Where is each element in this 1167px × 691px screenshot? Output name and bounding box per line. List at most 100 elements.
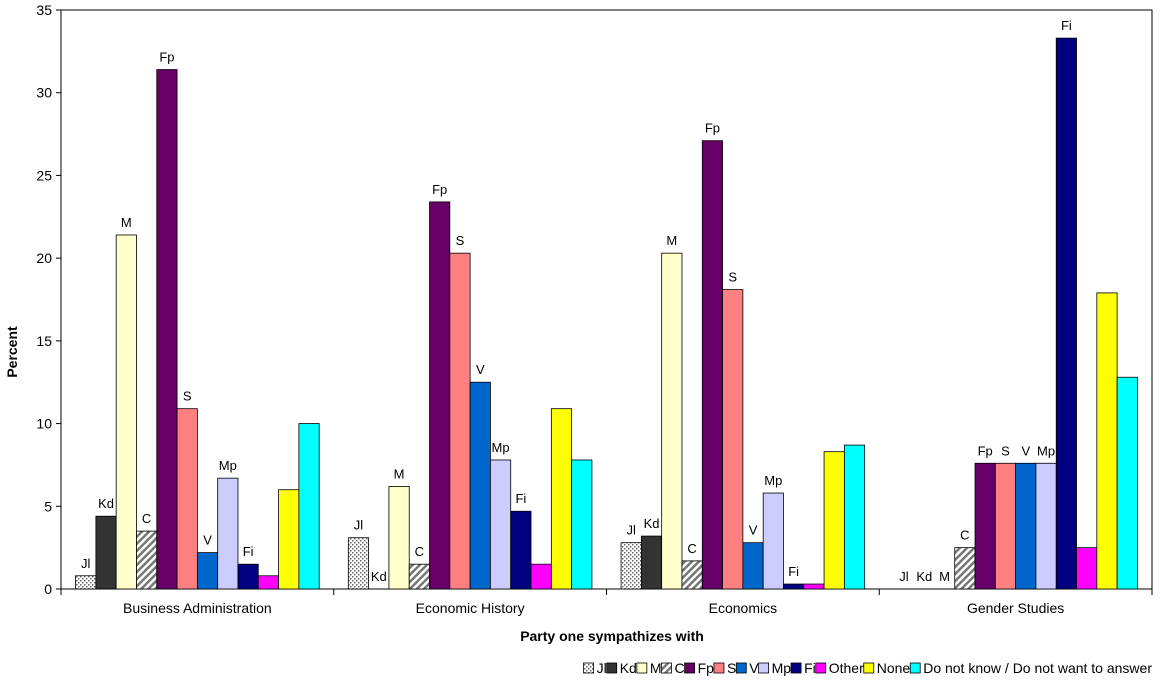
- x-tick-label: Economics: [709, 600, 777, 616]
- bar-data-label: C: [960, 528, 969, 543]
- legend-label: Mp: [772, 660, 792, 676]
- bar-data-label: Fp: [978, 443, 993, 458]
- legend-swatch: [758, 662, 770, 674]
- y-tick-label: 20: [36, 250, 52, 266]
- legend-label: V: [749, 660, 759, 676]
- y-tick-label: 5: [44, 498, 52, 514]
- legend-swatch: [684, 662, 696, 674]
- y-axis: 0 5 10 15 20 25 30 35: [36, 2, 61, 597]
- legend-swatch: [815, 662, 827, 674]
- bar-data-label: V: [749, 523, 758, 538]
- legend-label: Jl: [597, 660, 607, 676]
- x-axis-title: Party one sympathizes with: [520, 628, 704, 644]
- bar-data-label: Jl: [354, 518, 364, 533]
- bar: [95, 515, 117, 590]
- bar-data-label: Fi: [1061, 18, 1072, 33]
- legend-label: Do not know / Do not want to answer: [923, 660, 1152, 676]
- bar: [571, 459, 593, 590]
- bar: [257, 575, 279, 590]
- legend-label: Fi: [804, 660, 816, 676]
- y-tick-label: 10: [36, 416, 52, 432]
- bar: [115, 234, 137, 590]
- bar: [823, 451, 845, 590]
- bar: [701, 140, 723, 590]
- bar-data-label: M: [666, 233, 677, 248]
- bar-data-label: Jl: [81, 556, 91, 571]
- bar: [298, 423, 320, 590]
- bar: [1076, 547, 1098, 590]
- x-axis: Business Administration Economic History E…: [60, 589, 1153, 616]
- bar: [530, 563, 552, 590]
- bar: [742, 542, 764, 590]
- legend-swatch: [661, 662, 672, 674]
- bar: [136, 530, 158, 590]
- bar-data-label: Mp: [764, 473, 782, 488]
- legend-swatch: [583, 662, 595, 674]
- bar: [237, 563, 259, 590]
- legend: Jl Kd M C Fp S V Mp Fi Other None Do not know / Do …: [583, 660, 1152, 676]
- legend-swatch: [735, 662, 747, 674]
- bar-data-label: Kd: [98, 496, 114, 511]
- bar-data-label: Fp: [705, 121, 720, 136]
- bar-data-label: Fi: [788, 564, 799, 579]
- bar-data-label: Fi: [515, 491, 526, 506]
- legend-label: M: [650, 660, 662, 676]
- bar-data-label: Mp: [1037, 443, 1055, 458]
- bar: [1096, 292, 1118, 590]
- bar-data-label: Kd: [916, 569, 932, 584]
- bar: [954, 547, 976, 590]
- bar: [176, 408, 198, 590]
- legend-swatch: [790, 662, 802, 674]
- bar: [217, 477, 239, 590]
- bar: [1055, 37, 1077, 590]
- bar: [783, 583, 805, 590]
- bar: [75, 575, 97, 590]
- legend-label: Other: [829, 660, 864, 676]
- bar: [156, 69, 178, 590]
- bar-data-label: M: [121, 215, 132, 230]
- bar: [762, 492, 784, 590]
- bar-data-label: V: [476, 362, 485, 377]
- x-tick-label: Gender Studies: [967, 600, 1064, 616]
- bar: [1116, 376, 1138, 590]
- bar-data-label: S: [456, 233, 465, 248]
- legend-label: Fp: [698, 660, 715, 676]
- legend-swatch: [636, 662, 648, 674]
- bar: [994, 462, 1017, 590]
- bar-data-label: Fi: [243, 544, 254, 559]
- legend-swatch: [606, 662, 618, 674]
- bar: [449, 252, 471, 590]
- bar: [408, 563, 430, 590]
- x-tick-label: Economic History: [416, 600, 525, 616]
- bar-data-label: Fp: [159, 50, 174, 65]
- bar: [661, 252, 683, 590]
- bar: [803, 583, 825, 590]
- bar: [640, 535, 663, 590]
- bar-data-label: C: [687, 541, 696, 556]
- bar: [347, 537, 370, 590]
- bar: [388, 486, 410, 590]
- bar: [681, 560, 703, 590]
- legend-swatch: [713, 662, 725, 674]
- bar-data-label: Mp: [492, 440, 510, 455]
- y-tick-label: 25: [36, 167, 52, 183]
- bar: [843, 444, 866, 590]
- bar: [550, 408, 573, 590]
- bar: [278, 489, 300, 590]
- bar-data-label: S: [1001, 443, 1010, 458]
- bar-data-label: Mp: [219, 458, 237, 473]
- bar-data-label: C: [415, 544, 424, 559]
- y-tick-label: 0: [44, 581, 52, 597]
- legend-label: Kd: [620, 660, 637, 676]
- bar: [1035, 462, 1057, 590]
- bar-data-label: V: [203, 533, 212, 548]
- bar-data-label: V: [1021, 443, 1030, 458]
- legend-swatch: [909, 662, 921, 674]
- bar: [1015, 462, 1037, 590]
- bar-data-label: Jl: [627, 523, 637, 538]
- bar-data-label: Jl: [899, 569, 909, 584]
- bar-data-label: S: [728, 270, 737, 285]
- legend-swatch: [863, 662, 875, 674]
